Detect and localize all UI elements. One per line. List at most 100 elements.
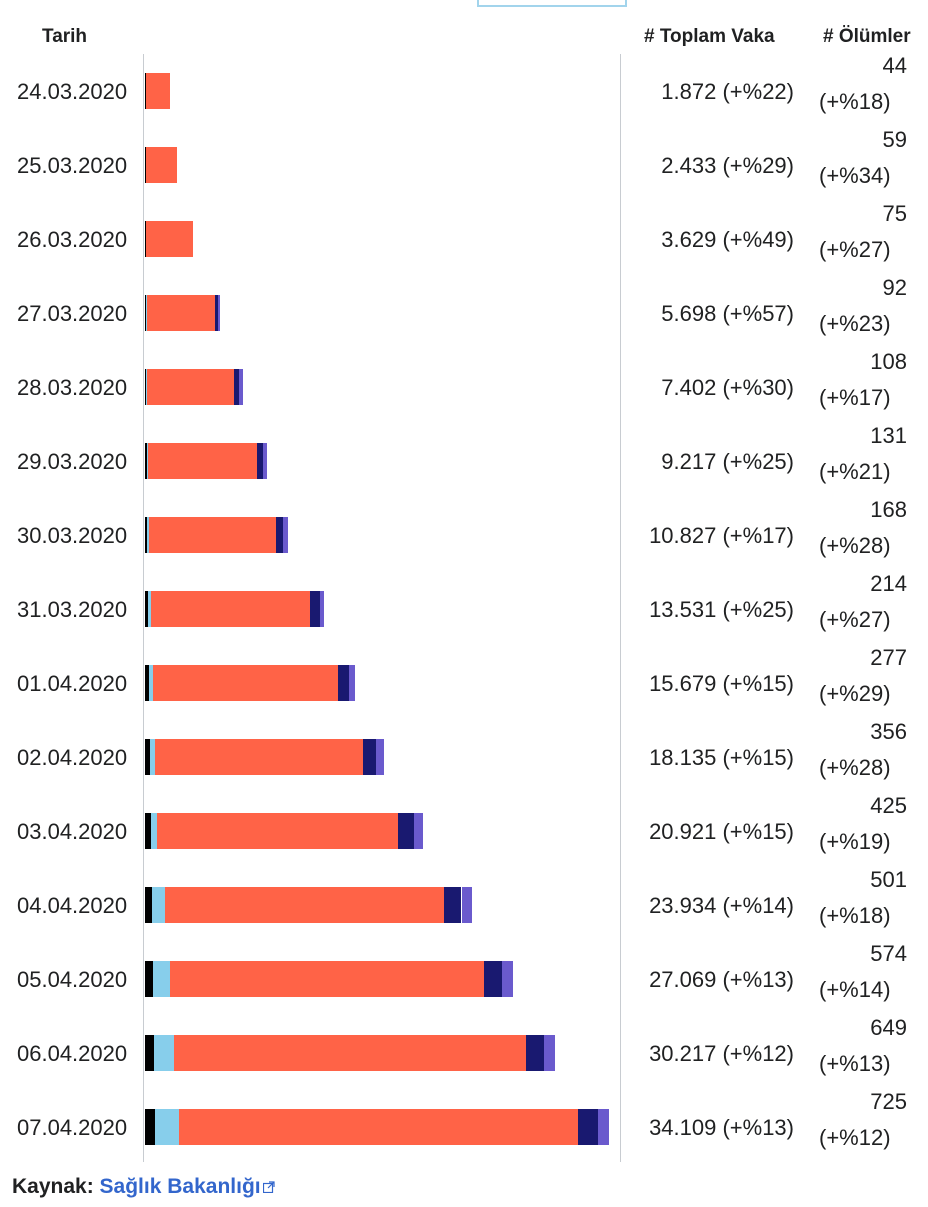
chart-row: 02.04.2020 18.135 (+%15) 356 (+%28) (0, 719, 928, 795)
bar-segment-intubated (376, 739, 384, 775)
row-deaths: 59 (882, 127, 907, 152)
row-date: 05.04.2020 (17, 967, 128, 992)
bar-segment-intensive_care (578, 1109, 598, 1145)
bar-segment-active (146, 295, 215, 331)
bar-segment-active (146, 147, 178, 183)
bar-segment-deaths (145, 1035, 154, 1071)
chart-row: 01.04.2020 15.679 (+%15) 277 (+%29) (0, 645, 928, 721)
row-deaths-change: (+%19) (819, 829, 891, 854)
row-deaths-change: (+%27) (819, 237, 891, 262)
bar-segment-active (170, 961, 485, 997)
row-total-cases: 2.433 (+%29) (661, 153, 794, 178)
row-deaths-change: (+%18) (819, 89, 891, 114)
row-total-cases: 7.402 (+%30) (661, 375, 794, 400)
row-deaths-change: (+%14) (819, 977, 891, 1002)
bar-segment-deaths (145, 739, 150, 775)
row-deaths: 501 (870, 867, 907, 892)
bar-segment-active (174, 1035, 526, 1071)
bar-segment-recovered (146, 295, 147, 331)
bar-segment-intubated (238, 369, 243, 405)
chart-row: 29.03.2020 9.217 (+%25) 131 (+%21) (0, 423, 928, 499)
row-date: 24.03.2020 (17, 79, 128, 104)
row-date: 31.03.2020 (17, 597, 128, 622)
row-deaths-change: (+%27) (819, 607, 891, 632)
bar-segment-recovered (146, 443, 149, 479)
bar-segment-deaths (145, 295, 147, 331)
row-deaths-change: (+%34) (819, 163, 891, 188)
row-date: 29.03.2020 (17, 449, 128, 474)
bar-segment-intubated (319, 591, 324, 627)
bar-segment-deaths (145, 961, 153, 997)
row-total-cases: 15.679 (+%15) (649, 671, 794, 696)
row-total-cases: 9.217 (+%25) (661, 449, 794, 474)
source-line: Kaynak: Sağlık Bakanlığı (12, 1175, 275, 1199)
bar-segment-active (155, 739, 364, 775)
row-total-cases: 23.934 (+%14) (649, 893, 794, 918)
bar-segment-intensive_care (309, 591, 320, 627)
row-date: 03.04.2020 (17, 819, 128, 844)
row-total-cases: 30.217 (+%12) (649, 1041, 794, 1066)
chart-row: 05.04.2020 27.069 (+%13) 574 (+%14) (0, 941, 928, 1017)
bar-segment-recovered (147, 591, 152, 627)
bar-segment-intensive_care (363, 739, 377, 775)
bar-segment-recovered (152, 961, 171, 997)
bar-segment-deaths (145, 591, 148, 627)
row-deaths-change: (+%12) (819, 1125, 891, 1150)
bar-segment-active (148, 443, 257, 479)
bar-segment-intubated (218, 295, 221, 331)
bar-segment-intubated (597, 1109, 609, 1145)
bar-segment-intensive_care (214, 295, 219, 331)
chart-row: 28.03.2020 7.402 (+%30) 108 (+%17) (0, 349, 928, 425)
row-total-cases: 27.069 (+%13) (649, 967, 794, 992)
row-deaths: 108 (870, 349, 907, 374)
bar-segment-intensive_care (525, 1035, 545, 1071)
bar-segment-intubated (262, 443, 267, 479)
bar-segment-recovered (148, 665, 154, 701)
chart-row: 25.03.2020 2.433 (+%29) 59 (+%34) (0, 127, 928, 203)
row-deaths-change: (+%21) (819, 459, 891, 484)
row-date: 01.04.2020 (17, 671, 128, 696)
bar-segment-intubated (502, 961, 514, 997)
chart-row: 31.03.2020 13.531 (+%25) 214 (+%27) (0, 571, 928, 647)
bar-segment-active (147, 369, 235, 405)
row-date: 06.04.2020 (17, 1041, 128, 1066)
row-date: 27.03.2020 (17, 301, 128, 326)
bar-segment-intensive_care (484, 961, 503, 997)
external-link-icon (262, 1181, 275, 1193)
row-total-cases: 34.109 (+%13) (649, 1115, 794, 1140)
bar-segment-intubated (414, 813, 423, 849)
chart-axis-right (620, 54, 621, 1162)
chart-row: 04.04.2020 23.934 (+%14) 501 (+%18) (0, 867, 928, 943)
bar-segment-deaths (145, 221, 146, 257)
source-link[interactable]: Sağlık Bakanlığı (100, 1175, 275, 1198)
row-deaths: 725 (870, 1089, 907, 1114)
bar-segment-recovered (150, 813, 157, 849)
row-total-cases: 3.629 (+%49) (661, 227, 794, 252)
row-deaths: 92 (882, 275, 907, 300)
row-deaths: 131 (870, 423, 907, 448)
chart-row: 27.03.2020 5.698 (+%57) 92 (+%23) (0, 275, 928, 351)
chart-row: 06.04.2020 30.217 (+%12) 649 (+%13) (0, 1015, 928, 1091)
bar-segment-intensive_care (275, 517, 284, 553)
row-total-cases: 13.531 (+%25) (649, 597, 794, 622)
row-deaths-change: (+%13) (819, 1051, 891, 1076)
bar-segment-intubated (461, 887, 472, 923)
row-deaths: 649 (870, 1015, 907, 1040)
row-deaths-change: (+%28) (819, 533, 891, 558)
chart-row: 24.03.2020 1.872 (+%22) 44 (+%18) (0, 53, 928, 129)
bar-segment-intubated (283, 517, 288, 553)
bar-segment-deaths (145, 443, 147, 479)
header-date: Tarih (42, 26, 88, 47)
source-label: Kaynak: (12, 1175, 94, 1198)
bar-segment-deaths (145, 887, 152, 923)
bar-segment-intensive_care (338, 665, 350, 701)
row-total-cases: 5.698 (+%57) (661, 301, 794, 326)
row-date: 04.04.2020 (17, 893, 128, 918)
row-date: 28.03.2020 (17, 375, 128, 400)
bar-segment-recovered (147, 517, 150, 553)
bar-segment-recovered (154, 1109, 179, 1145)
row-date: 07.04.2020 (17, 1115, 128, 1140)
row-deaths: 277 (870, 645, 907, 670)
bar-segment-deaths (145, 813, 151, 849)
row-date: 02.04.2020 (17, 745, 128, 770)
